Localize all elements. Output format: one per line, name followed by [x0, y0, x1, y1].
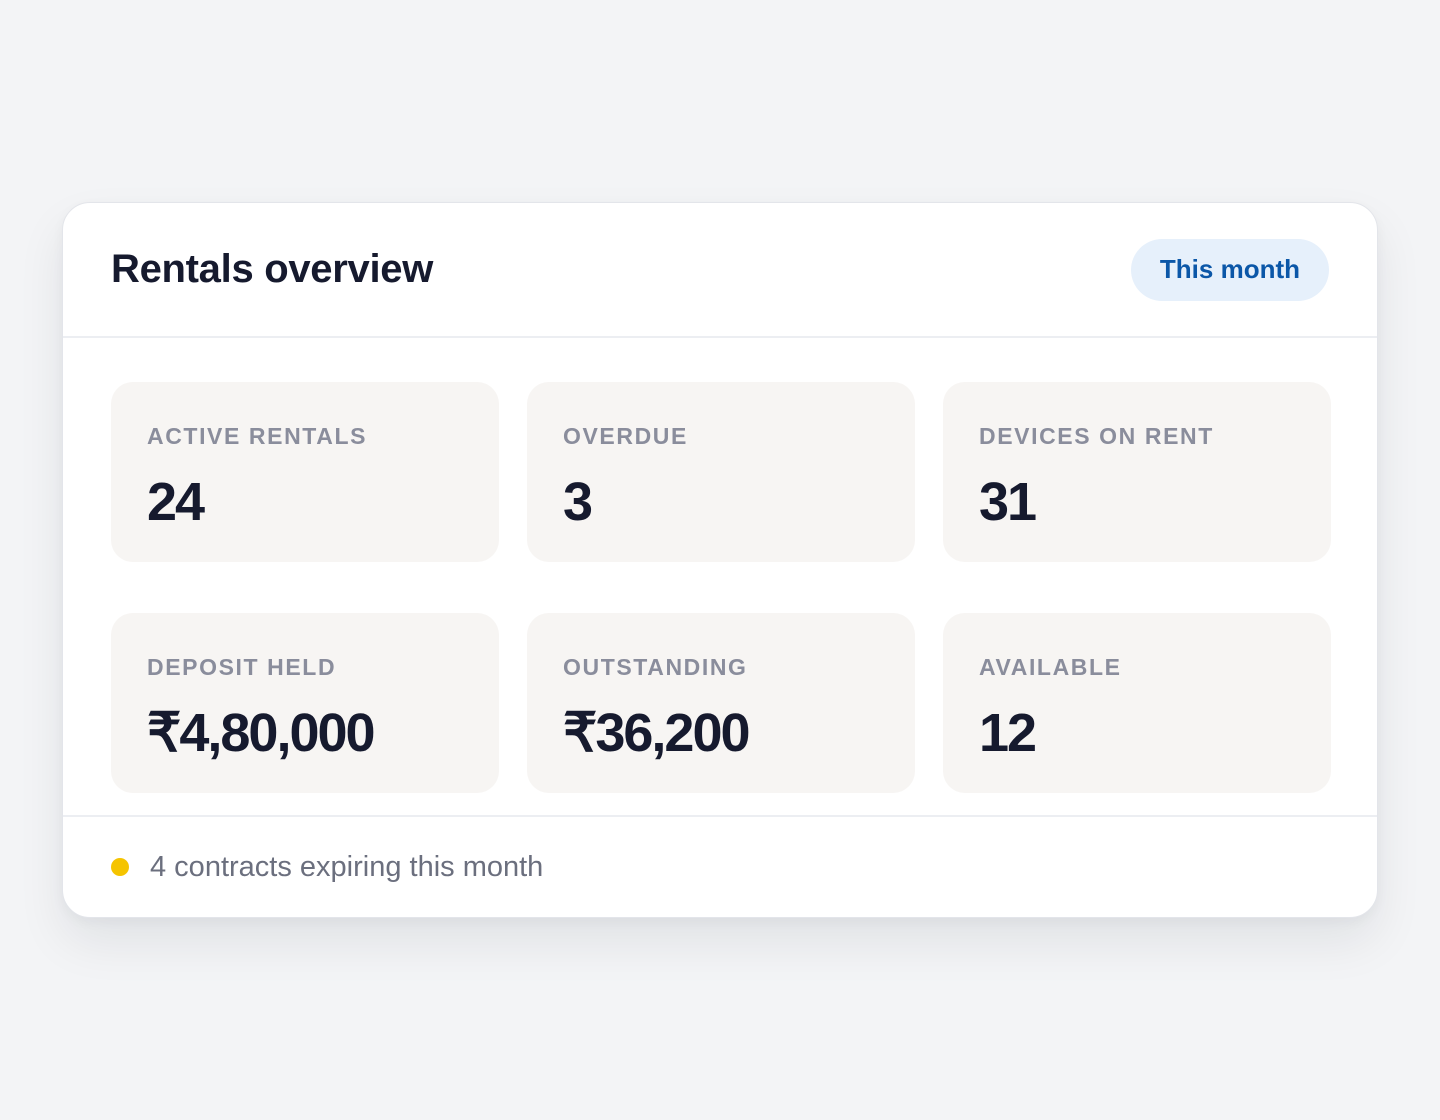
stat-tile-outstanding[interactable]: OUTSTANDING ₹36,200 [527, 613, 915, 793]
expiring-contracts-notice: 4 contracts expiring this month [150, 850, 544, 883]
stat-label: DEVICES ON RENT [979, 423, 1214, 449]
stat-tile-overdue[interactable]: OVERDUE 3 [527, 382, 915, 562]
card-footer: 4 contracts expiring this month [63, 817, 1377, 917]
stat-label: ACTIVE RENTALS [147, 423, 368, 449]
stat-tile-active-rentals[interactable]: ACTIVE RENTALS 24 [111, 382, 499, 562]
stat-value: 3 [563, 472, 593, 532]
stat-value: 24 [147, 472, 205, 532]
stats-grid: ACTIVE RENTALS 24 OVERDUE 3 DEVICES ON R… [63, 338, 1377, 817]
status-dot-icon [111, 858, 129, 876]
stat-value: ₹36,200 [563, 703, 751, 763]
stat-tile-available[interactable]: AVAILABLE 12 [943, 613, 1331, 793]
rentals-overview-card: Rentals overview This month ACTIVE RENTA… [62, 202, 1378, 918]
stat-label: AVAILABLE [979, 654, 1122, 680]
card-header: Rentals overview This month [63, 203, 1377, 338]
stat-tile-deposit-held[interactable]: DEPOSIT HELD ₹4,80,000 [111, 613, 499, 793]
stat-value: 12 [979, 703, 1037, 763]
period-filter-button[interactable]: This month [1130, 238, 1329, 301]
stat-label: DEPOSIT HELD [147, 654, 337, 680]
stat-tile-devices-on-rent[interactable]: DEVICES ON RENT 31 [943, 382, 1331, 562]
stat-label: OVERDUE [563, 423, 688, 449]
stat-value: ₹4,80,000 [147, 703, 376, 763]
stat-value: 31 [979, 472, 1037, 532]
stat-label: OUTSTANDING [563, 654, 748, 680]
card-title: Rentals overview [111, 247, 434, 291]
